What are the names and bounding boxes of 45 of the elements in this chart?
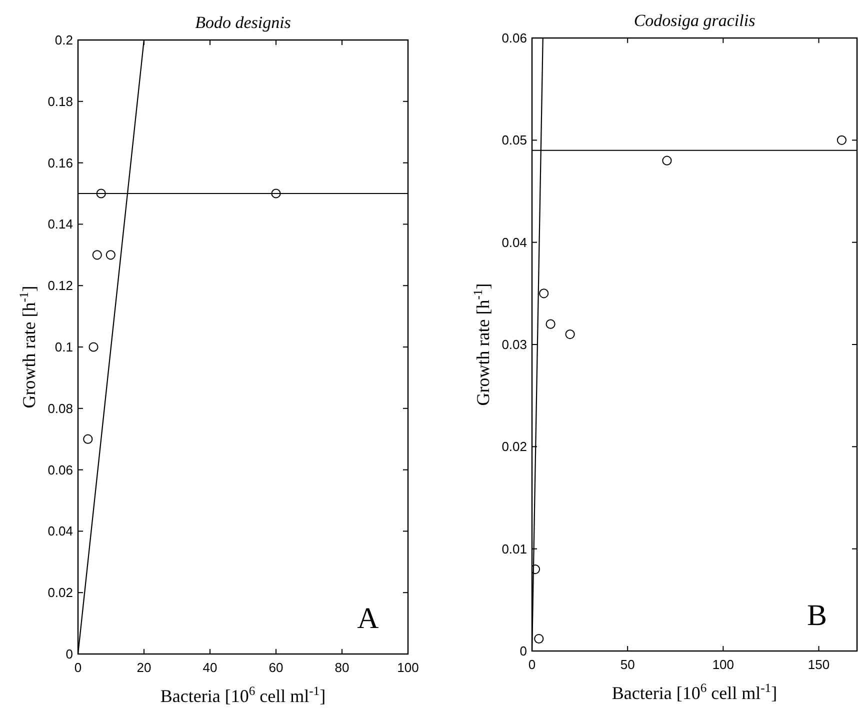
- y-tick-label: 0.16: [48, 155, 73, 170]
- point: [546, 319, 556, 329]
- chart-title: Bodo designis: [195, 13, 292, 32]
- point: [565, 329, 575, 340]
- x-tick-label: 100: [712, 657, 734, 672]
- y-tick-label: 0.03: [502, 337, 527, 352]
- annotation: B: [806, 599, 828, 632]
- point: [271, 188, 281, 198]
- x-tick-label: 100: [397, 660, 419, 675]
- annotation: A: [357, 602, 380, 635]
- y-tick-label: 0.2: [54, 32, 73, 48]
- y-tick-label: 0.06: [48, 462, 73, 478]
- point: [836, 135, 847, 145]
- y-tick-label: 0.14: [48, 216, 73, 232]
- y-tick-label: 0.18: [48, 94, 73, 109]
- y-tick-label: 0.04: [502, 234, 527, 250]
- point: [539, 288, 549, 298]
- x-tick-label: 150: [808, 657, 830, 672]
- x-axis-title: Bacteria [10$^{6}$ cell ml$^{-1}$]: [160, 684, 326, 706]
- y-tick-label: 0.02: [502, 439, 527, 454]
- x-tick-label: 40: [202, 660, 218, 675]
- point: [534, 634, 544, 644]
- y-tick-label: 0.06: [502, 30, 527, 46]
- y-tick-label: 0.04: [48, 524, 73, 539]
- point: [532, 564, 540, 574]
- x-tick-label: 60: [268, 660, 284, 675]
- y-tick-label: 0: [520, 644, 527, 658]
- point: [106, 250, 116, 260]
- y-tick-label: 0.05: [502, 132, 527, 148]
- point: [96, 188, 106, 198]
- x-tick-label: 20: [136, 660, 152, 675]
- point: [662, 156, 672, 166]
- y-tick-label: 0.02: [48, 585, 73, 600]
- y-tick-label: 0: [66, 646, 73, 662]
- point: [83, 434, 93, 444]
- point: [92, 250, 102, 260]
- y-tick-label: 0.1: [54, 340, 73, 354]
- y-tick-label: 0.12: [48, 278, 73, 294]
- y-tick-label: 0.08: [48, 400, 73, 416]
- x-tick-label: 80: [334, 660, 350, 675]
- y-tick-label: 0.01: [502, 541, 527, 556]
- point: [88, 342, 98, 352]
- chart-title: Codosiga gracilis: [634, 11, 756, 30]
- x-axis-title: Bacteria [10$^{6}$ cell ml$^{-1}$]: [612, 681, 778, 703]
- x-tick-label: 50: [620, 657, 635, 672]
